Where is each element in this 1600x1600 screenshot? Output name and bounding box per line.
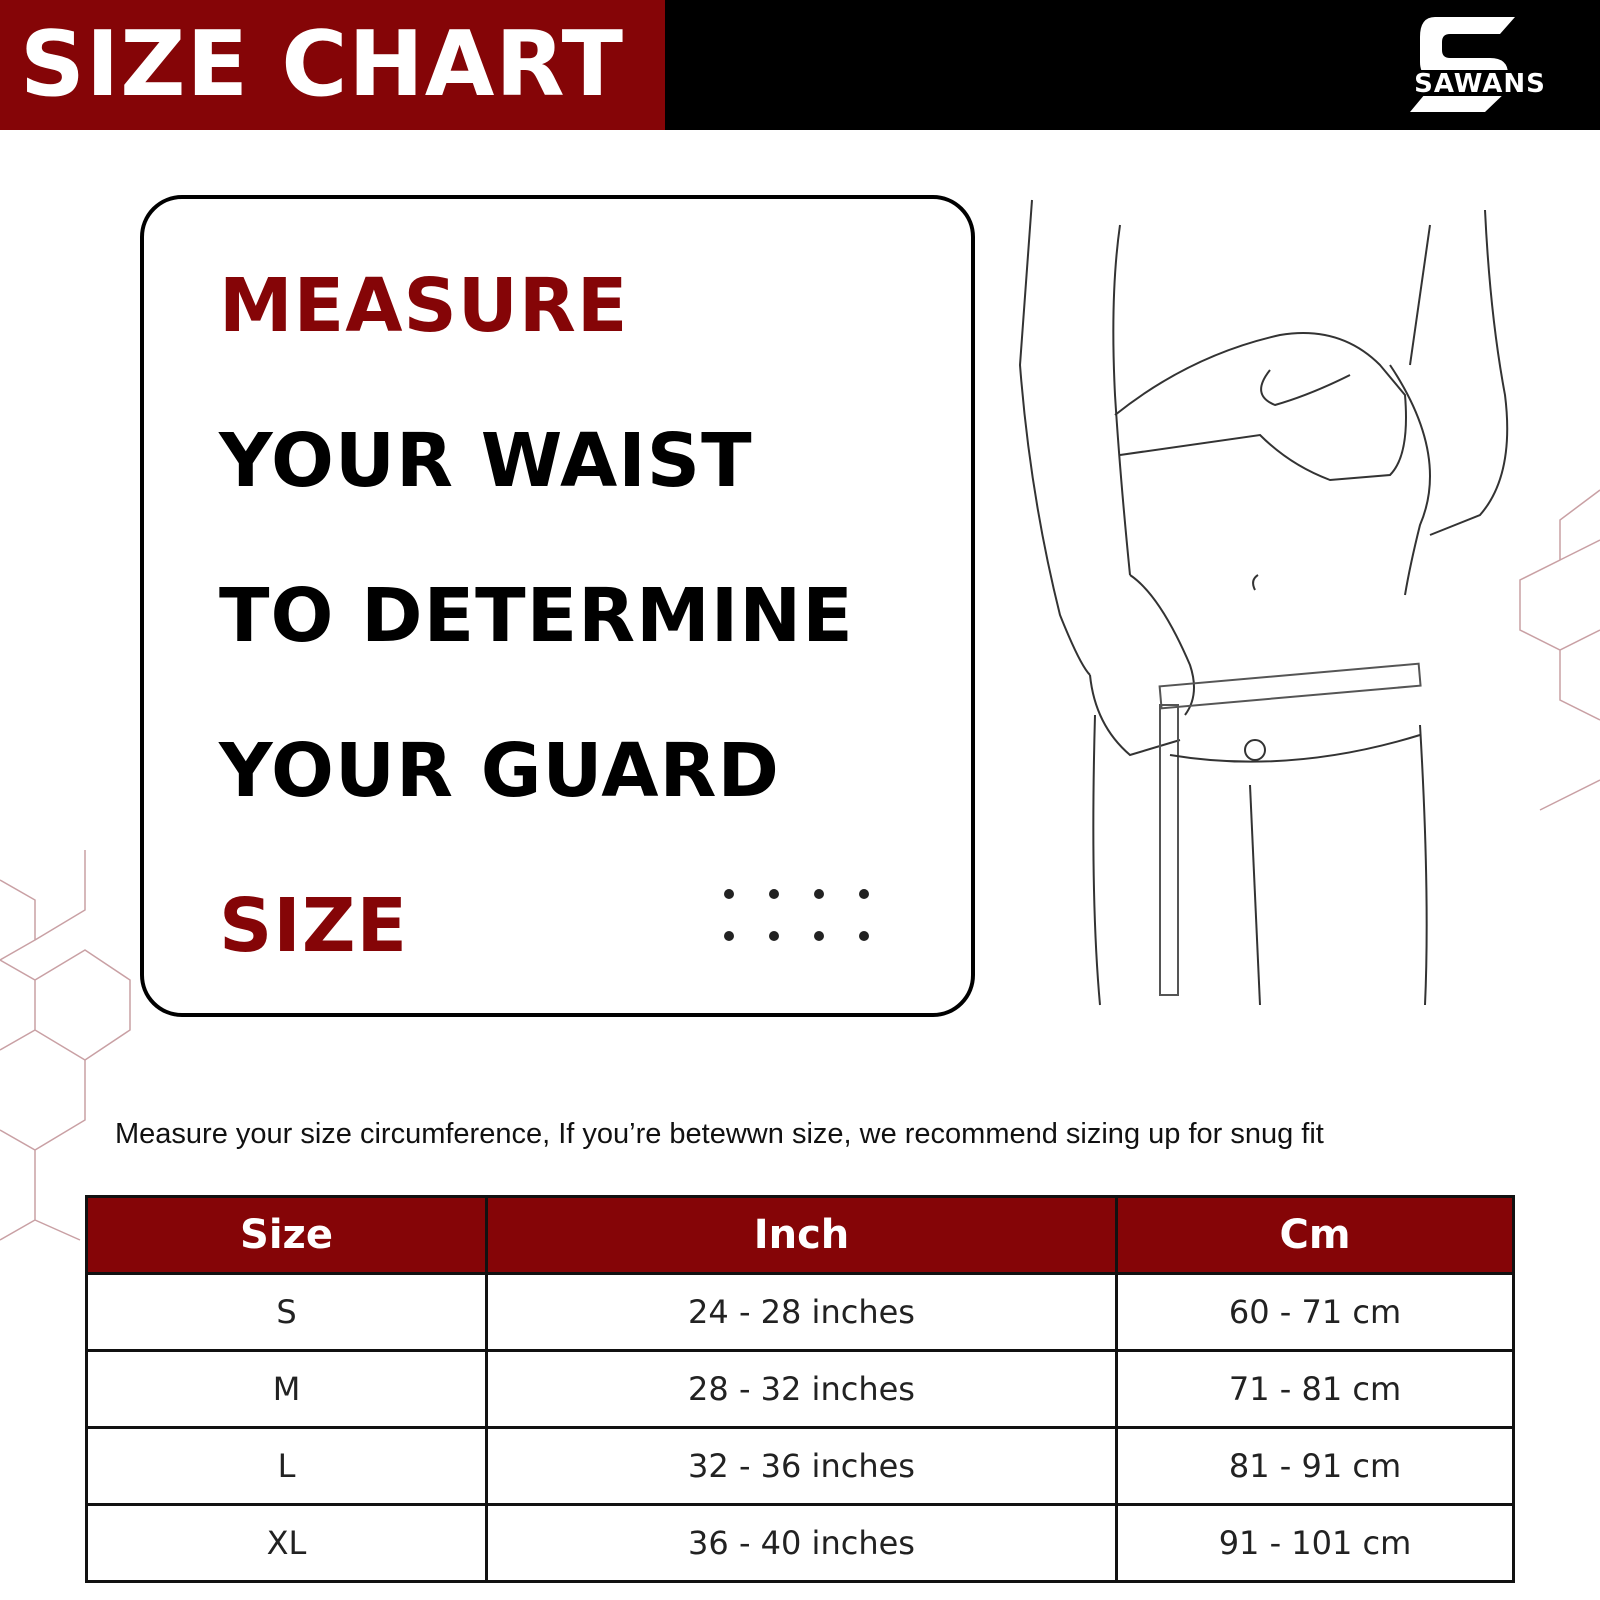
card-line-size: SIZE — [219, 883, 409, 969]
cm-cell: 71 - 81 cm — [1115, 1349, 1515, 1429]
decorative-dots — [724, 889, 884, 949]
table-row: L 32 - 36 inches 81 - 91 cm — [85, 1426, 1515, 1506]
table-row: M 28 - 32 inches 71 - 81 cm — [85, 1349, 1515, 1429]
inch-cell: 32 - 36 inches — [485, 1426, 1118, 1506]
size-table: Size Inch Cm S 24 - 28 inches 60 - 71 cm M… — [85, 1195, 1515, 1583]
inch-cell: 28 - 32 inches — [485, 1349, 1118, 1429]
cm-cell: 60 - 71 cm — [1115, 1272, 1515, 1352]
size-cell: XL — [85, 1503, 488, 1583]
header-bar: SIZE CHART SAWANS — [0, 0, 1600, 130]
page-title: SIZE CHART — [0, 0, 665, 130]
column-header-size: Size — [85, 1195, 488, 1275]
inch-cell: 36 - 40 inches — [485, 1503, 1118, 1583]
size-cell: S — [85, 1272, 488, 1352]
cm-cell: 81 - 91 cm — [1115, 1426, 1515, 1506]
hexagon-decoration-left — [0, 850, 131, 1241]
svg-text:SAWANS: SAWANS — [1414, 69, 1546, 99]
card-line-your-waist: YOUR WAIST — [219, 418, 753, 504]
hexagon-decoration-right — [1519, 489, 1600, 811]
size-cell: M — [85, 1349, 488, 1429]
table-row: S 24 - 28 inches 60 - 71 cm — [85, 1272, 1515, 1352]
inch-cell: 24 - 28 inches — [485, 1272, 1118, 1352]
table-row: XL 36 - 40 inches 91 - 101 cm — [85, 1503, 1515, 1583]
cm-cell: 91 - 101 cm — [1115, 1503, 1515, 1583]
column-header-inch: Inch — [485, 1195, 1118, 1275]
sizing-note: Measure your size circumference, If you’… — [115, 1118, 1324, 1150]
waist-measurement-illustration — [1018, 199, 1509, 1006]
size-cell: L — [85, 1426, 488, 1506]
card-line-to-determine: TO DETERMINE — [219, 573, 854, 659]
measure-instruction-card: MEASURE YOUR WAIST TO DETERMINE YOUR GUA… — [140, 195, 975, 1017]
card-line-measure: MEASURE — [219, 263, 629, 349]
column-header-cm: Cm — [1115, 1195, 1515, 1275]
card-line-your-guard: YOUR GUARD — [219, 728, 780, 814]
sawans-logo: SAWANS — [1390, 17, 1570, 112]
table-header-row: Size Inch Cm — [85, 1195, 1515, 1275]
